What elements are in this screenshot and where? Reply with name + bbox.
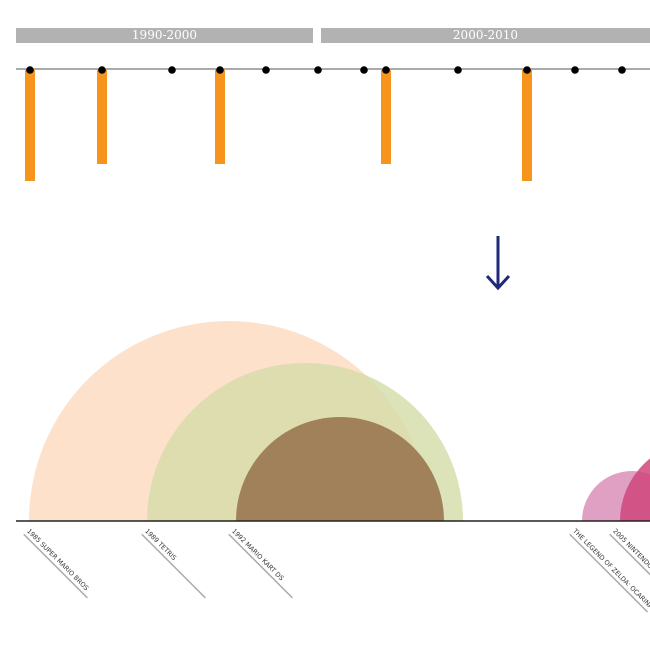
timeline-dot[interactable] bbox=[618, 66, 626, 74]
timeline-dot[interactable] bbox=[216, 66, 224, 74]
game-label: 1992 MARIO KART DS bbox=[228, 527, 293, 599]
game-arc[interactable] bbox=[620, 441, 650, 521]
game-label-text: THE LEGEND OF ZELDA: OCARINA OF TIME 200… bbox=[570, 526, 650, 650]
game-label-text: 1985 SUPER MARIO BROS bbox=[25, 527, 90, 592]
down-arrow-icon[interactable] bbox=[485, 236, 511, 291]
timeline-bar[interactable] bbox=[215, 70, 225, 164]
game-label-line bbox=[141, 533, 206, 599]
period-header-2000-2010: 2000-2010 bbox=[321, 28, 650, 43]
game-label-text: 1992 MARIO KART DS bbox=[230, 527, 285, 582]
timeline-dot[interactable] bbox=[382, 66, 390, 74]
timeline-bar[interactable] bbox=[97, 70, 107, 164]
timeline-bar[interactable] bbox=[25, 70, 35, 181]
period-header-1990-2000: 1990-2000 bbox=[16, 28, 313, 43]
game-label: THE LEGEND OF ZELDA: OCARINA OF TIME 200… bbox=[569, 526, 650, 650]
timeline-dot[interactable] bbox=[262, 66, 270, 74]
timeline-dot[interactable] bbox=[168, 66, 176, 74]
timeline-dot[interactable] bbox=[360, 66, 368, 74]
timeline-dot[interactable] bbox=[454, 66, 462, 74]
timeline-dot[interactable] bbox=[26, 66, 34, 74]
game-label: 1985 SUPER MARIO BROS bbox=[23, 527, 90, 599]
game-label: 1989 TETRIS bbox=[141, 527, 206, 599]
timeline-bar[interactable] bbox=[381, 70, 391, 164]
game-label-text: 1989 TETRIS bbox=[143, 527, 178, 562]
game-label-line bbox=[569, 533, 649, 613]
game-label-line bbox=[609, 533, 650, 578]
timeline-dot[interactable] bbox=[571, 66, 579, 74]
timeline-dot[interactable] bbox=[314, 66, 322, 74]
timeline-dot[interactable] bbox=[523, 66, 531, 74]
game-label-line bbox=[23, 533, 88, 599]
game-label-line bbox=[228, 533, 293, 599]
timeline-bar[interactable] bbox=[522, 70, 532, 181]
game-arc[interactable] bbox=[236, 417, 444, 521]
timeline-dot[interactable] bbox=[98, 66, 106, 74]
